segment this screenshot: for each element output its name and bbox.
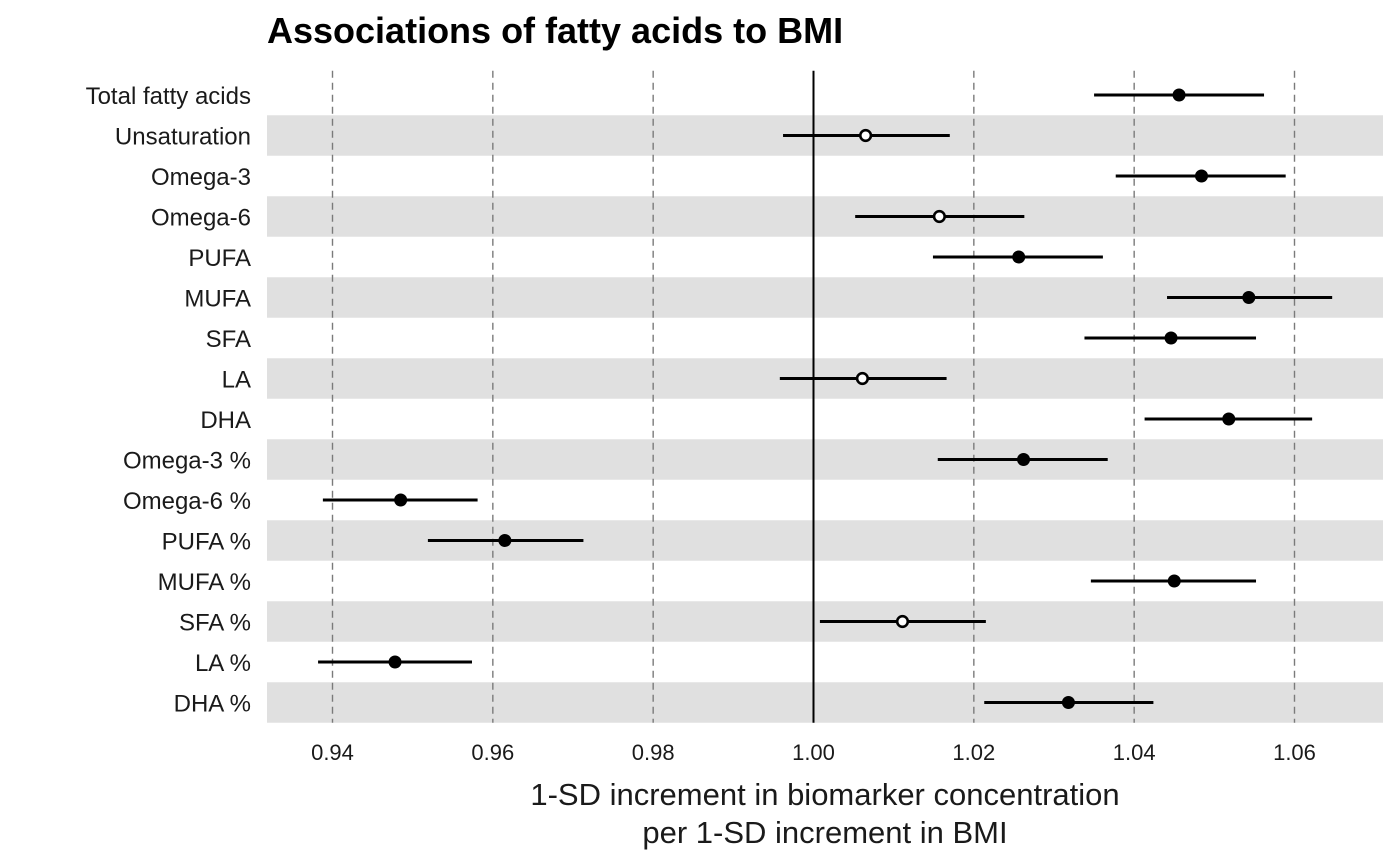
row-label: SFA — [206, 326, 251, 353]
x-tick-label: 0.96 — [471, 740, 514, 765]
row-label: DHA — [200, 407, 251, 434]
row-label: Total fatty acids — [86, 83, 251, 110]
x-tick-label: 1.02 — [952, 740, 995, 765]
x-axis-title-line-1: 1-SD increment in biomarker concentratio… — [530, 777, 1119, 812]
point-estimate-filled — [1172, 88, 1186, 102]
point-estimate-open — [895, 614, 910, 629]
row-label: PUFA — [188, 245, 251, 272]
x-tick-label: 1.04 — [1113, 740, 1156, 765]
row-label: PUFA % — [162, 529, 251, 556]
row-label: MUFA — [184, 286, 251, 313]
row-band — [267, 682, 1383, 723]
point-estimate-filled — [1164, 331, 1178, 345]
point-estimate-open — [855, 371, 870, 386]
x-tick-labels: 0.94 0.96 0.98 1.00 1.02 1.04 1.06 — [311, 740, 1316, 765]
grid-lines — [331, 70, 1296, 723]
point-estimate-filled — [1012, 250, 1026, 264]
point-estimates — [388, 88, 1256, 709]
point-estimate-filled — [1017, 453, 1031, 466]
point-estimate-filled — [1242, 291, 1256, 304]
x-axis-title: 1-SD increment in biomarker concentratio… — [530, 777, 1119, 850]
point-estimate-filled — [388, 655, 402, 669]
x-tick-label: 1.06 — [1273, 740, 1316, 765]
point-estimate-filled — [498, 534, 512, 547]
x-tick-label: 0.98 — [632, 740, 675, 765]
x-tick-label: 1.00 — [792, 740, 835, 765]
row-band — [267, 196, 1383, 237]
row-label: Omega-6 — [151, 205, 251, 232]
row-label: Omega-3 % — [123, 448, 251, 475]
point-estimate-filled — [1195, 169, 1209, 183]
x-tick-label: 0.94 — [311, 740, 354, 765]
row-label: Omega-6 % — [123, 488, 251, 515]
row-label: MUFA % — [158, 569, 251, 596]
row-label: SFA % — [179, 610, 251, 637]
point-estimate-filled — [1222, 412, 1236, 426]
point-estimate-filled — [1167, 574, 1181, 588]
row-labels: Total fatty acids Unsaturation Omega-3 Omeg… — [86, 83, 251, 718]
row-label: DHA % — [174, 691, 251, 718]
row-label: LA % — [195, 650, 251, 677]
chart-title: Associations of fatty acids to BMI — [267, 10, 844, 51]
row-label: LA — [222, 367, 251, 394]
row-band — [267, 439, 1383, 480]
point-estimate-open — [859, 128, 873, 143]
row-label: Omega-3 — [151, 164, 251, 191]
point-estimate-filled — [394, 493, 408, 507]
x-axis-title-line-2: per 1-SD increment in BMI — [642, 815, 1007, 850]
point-estimate-filled — [1061, 696, 1075, 709]
row-label: Unsaturation — [115, 124, 251, 151]
point-estimate-open — [932, 209, 946, 224]
